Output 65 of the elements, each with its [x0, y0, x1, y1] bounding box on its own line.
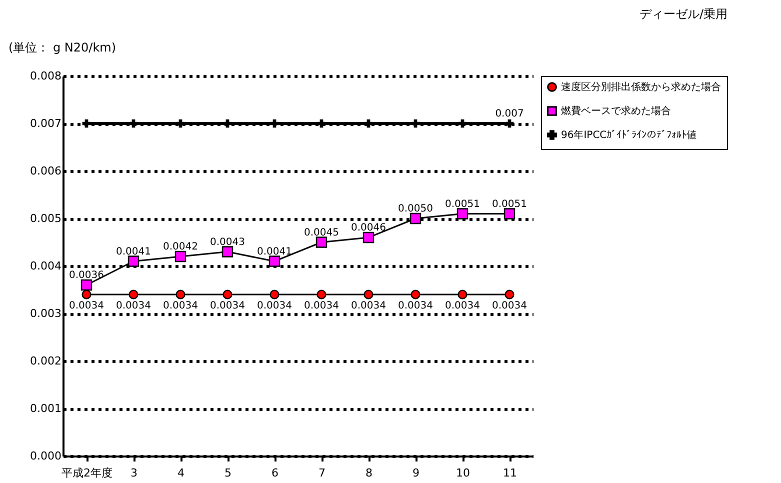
data-label: 0.0046 [351, 222, 386, 234]
y-tick-label: 0.003 [30, 307, 62, 320]
point [268, 256, 280, 267]
x-tick-label: 11 [503, 466, 517, 480]
data-label: 0.0034 [445, 300, 480, 312]
point [316, 236, 328, 248]
point [362, 232, 374, 244]
y-axis-title: (単位： g N20/km) [8, 40, 116, 54]
point [458, 290, 468, 300]
data-label: 0.0034 [163, 300, 198, 312]
data-label: 0.0051 [445, 198, 480, 210]
y-tick-label: 0.004 [30, 260, 62, 272]
x-tick-label: 6 [272, 466, 278, 480]
point [270, 290, 280, 300]
data-label: 0.0034 [116, 300, 151, 312]
data-label: 0.0034 [492, 300, 527, 312]
x-tick-label: 7 [318, 466, 326, 480]
point [128, 256, 140, 267]
data-label: 0.007 [495, 108, 524, 120]
legend-label: 燃費ベースで求めた場合 [561, 105, 671, 117]
point [410, 290, 420, 300]
data-label: 0.0036 [69, 270, 104, 281]
data-label: 0.0042 [163, 242, 198, 252]
y-tick-label: 0.002 [30, 354, 62, 368]
data-label: 0.0043 [210, 236, 245, 248]
point [456, 208, 468, 220]
point [364, 290, 374, 300]
text: ディーゼル/乗用 [639, 7, 728, 21]
x-tick-label: 平成2年度 [62, 466, 112, 480]
y-tick-label: 0.005 [30, 212, 62, 225]
point [222, 246, 234, 258]
data-label: 0.0045 [304, 227, 339, 238]
data-label: 0.0050 [398, 204, 433, 214]
y-tick-label: 0.000 [30, 450, 62, 462]
data-label: 0.0051 [492, 198, 527, 210]
point [504, 208, 516, 220]
point [504, 290, 514, 300]
x-tick-label: 5 [224, 466, 232, 480]
x-tick-label: 10 [456, 466, 470, 480]
x-tick-label: 9 [412, 466, 420, 480]
point [82, 290, 92, 300]
data-label: 0.0034 [69, 300, 104, 312]
data-label: 0.0034 [257, 300, 292, 312]
y-tick-label: 0.006 [30, 164, 62, 178]
y-tick-label: 0.007 [30, 117, 62, 130]
legend-label: 96年IPCCｶﾞｲﾄﾞﾗｲﾝのﾃﾞﾌｫﾙﾄ値 [561, 129, 697, 141]
data-label: 0.0034 [351, 300, 386, 312]
x-tick-label: 4 [178, 466, 184, 480]
data-label: 0.0041 [257, 246, 292, 258]
point [222, 290, 232, 300]
data-label: 0.0034 [398, 300, 433, 312]
data-label: 0.0034 [210, 300, 245, 312]
point [176, 290, 186, 300]
point [316, 290, 326, 300]
point [128, 290, 138, 300]
x-tick-label: 8 [366, 466, 372, 480]
point [174, 250, 186, 262]
legend-label: 速度区分別排出係数から求めた場合 [561, 81, 721, 93]
data-label: 0.0034 [304, 300, 339, 312]
y-tick-label: 0.008 [30, 70, 62, 82]
y-tick-label: 0.001 [30, 402, 62, 415]
point [80, 279, 92, 291]
x-tick-label: 3 [130, 466, 138, 480]
point [410, 212, 422, 224]
data-label: 0.0041 [116, 246, 151, 258]
